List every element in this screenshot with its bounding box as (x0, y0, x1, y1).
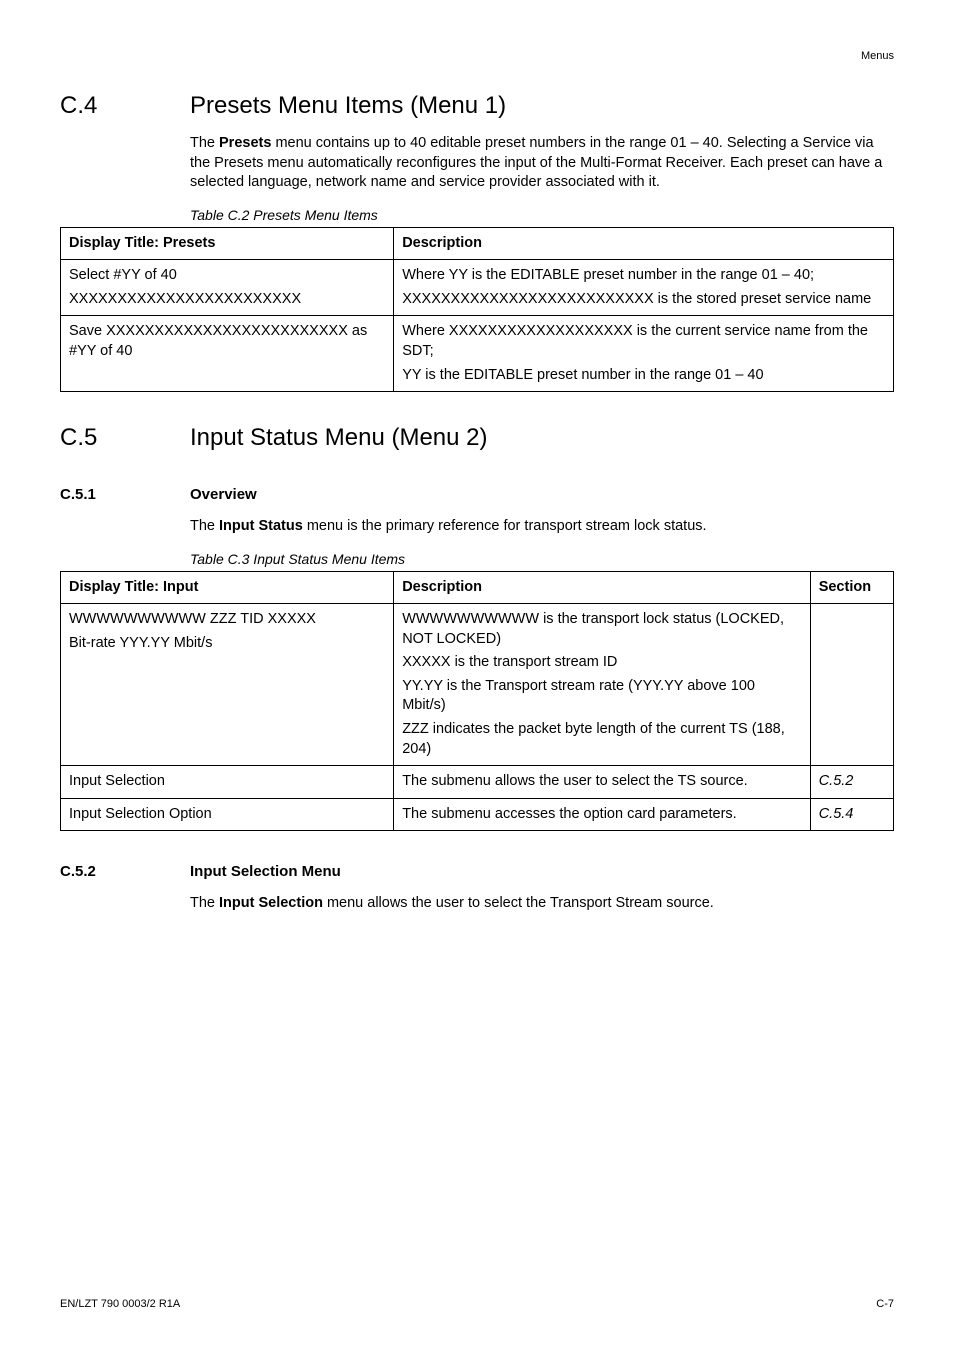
table-row: WWWWWWWWWW ZZZ TID XXXXX Bit-rate YYY.YY… (61, 604, 894, 766)
table-c3: Display Title: Input Description Section… (60, 571, 894, 832)
table-row: Input Selection The submenu allows the u… (61, 766, 894, 799)
footer-right: C-7 (876, 1298, 894, 1310)
footer-left: EN/LZT 790 0003/2 R1A (60, 1298, 180, 1310)
cell-section: C.5.4 (810, 798, 893, 831)
heading-title: Input Selection Menu (190, 863, 341, 880)
col-description: Description (394, 571, 811, 604)
cell-section: C.5.2 (810, 766, 893, 799)
heading-c5-1: C.5.1Overview (60, 486, 894, 503)
c4-intro-paragraph: The Presets menu contains up to 40 edita… (60, 134, 894, 193)
table-row: Input Selection Option The submenu acces… (61, 798, 894, 831)
cell-description: Where XXXXXXXXXXXXXXXXXXX is the current… (394, 316, 894, 392)
table-row: Select #YY of 40 XXXXXXXXXXXXXXXXXXXXXXX… (61, 260, 894, 316)
heading-title: Presets Menu Items (Menu 1) (190, 92, 506, 119)
heading-title: Overview (190, 486, 257, 503)
c5-1-intro-paragraph: The Input Status menu is the primary ref… (60, 517, 894, 537)
heading-c5: C.5Input Status Menu (Menu 2) (60, 424, 894, 452)
table-c2: Display Title: Presets Description Selec… (60, 227, 894, 392)
cell-description: Where YY is the EDITABLE preset number i… (394, 260, 894, 316)
col-display-title: Display Title: Presets (61, 227, 394, 260)
col-display-title: Display Title: Input (61, 571, 394, 604)
col-description: Description (394, 227, 894, 260)
header-running-label: Menus (60, 50, 894, 62)
cell-description: WWWWWWWWWW is the transport lock status … (394, 604, 811, 766)
table-row: Save XXXXXXXXXXXXXXXXXXXXXXXXX as #YY of… (61, 316, 894, 392)
cell-display: WWWWWWWWWW ZZZ TID XXXXX Bit-rate YYY.YY… (61, 604, 394, 766)
heading-number: C.4 (60, 92, 190, 120)
cell-description: The submenu accesses the option card par… (394, 798, 811, 831)
cell-section (810, 604, 893, 766)
page-footer: EN/LZT 790 0003/2 R1A C-7 (60, 1298, 894, 1310)
table-header-row: Display Title: Presets Description (61, 227, 894, 260)
table-header-row: Display Title: Input Description Section (61, 571, 894, 604)
heading-c5-2: C.5.2Input Selection Menu (60, 863, 894, 880)
cell-display: Input Selection (61, 766, 394, 799)
table-c2-caption: Table C.2 Presets Menu Items (60, 207, 894, 223)
table-c3-caption: Table C.3 Input Status Menu Items (60, 551, 894, 567)
cell-description: The submenu allows the user to select th… (394, 766, 811, 799)
col-section: Section (810, 571, 893, 604)
heading-title: Input Status Menu (Menu 2) (190, 424, 488, 451)
heading-number: C.5.2 (60, 863, 190, 880)
cell-display: Input Selection Option (61, 798, 394, 831)
cell-display: Save XXXXXXXXXXXXXXXXXXXXXXXXX as #YY of… (61, 316, 394, 392)
heading-number: C.5.1 (60, 486, 190, 503)
heading-c4: C.4Presets Menu Items (Menu 1) (60, 92, 894, 120)
cell-display: Select #YY of 40 XXXXXXXXXXXXXXXXXXXXXXX… (61, 260, 394, 316)
heading-number: C.5 (60, 424, 190, 452)
c5-2-intro-paragraph: The Input Selection menu allows the user… (60, 894, 894, 914)
page: Menus C.4Presets Menu Items (Menu 1) The… (0, 0, 954, 1350)
